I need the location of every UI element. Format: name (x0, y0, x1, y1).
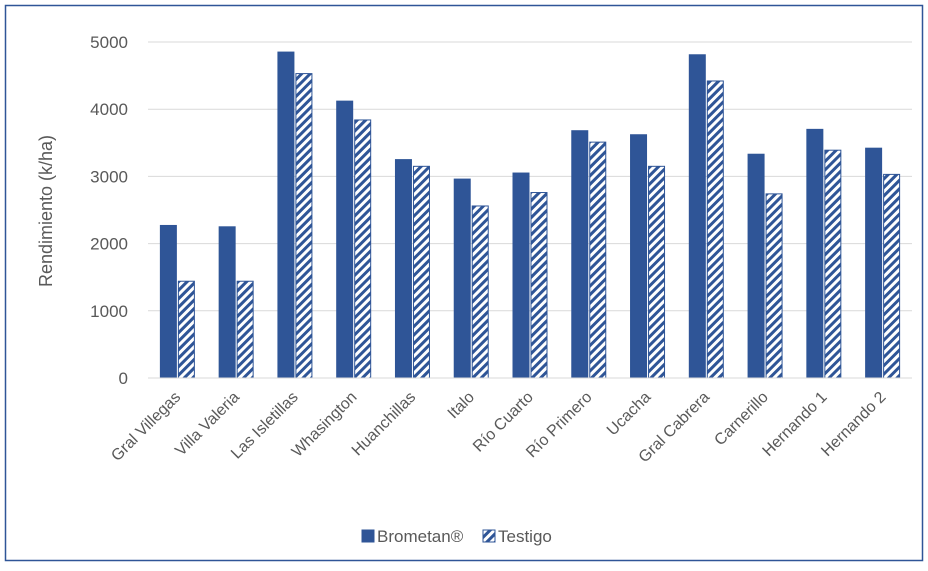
legend-swatch (361, 529, 375, 543)
bar-brometan (218, 226, 236, 379)
bar-brometan (571, 130, 589, 379)
bar-testigo (589, 141, 607, 379)
y-tick-label: 2000 (90, 235, 128, 254)
bar-testigo (883, 173, 901, 379)
y-tick-label: 0 (119, 369, 128, 388)
y-tick-label: 5000 (90, 33, 128, 52)
gridlines (148, 41, 912, 312)
bar-brometan (394, 159, 412, 379)
bar-testigo (354, 119, 372, 379)
bar-testigo (412, 165, 430, 379)
bar-testigo (648, 165, 666, 379)
bar-testigo (706, 80, 724, 379)
y-axis-ticks: 0 1000 2000 3000 4000 5000 (90, 33, 128, 388)
bar-brometan (630, 134, 648, 379)
bar-brometan (747, 153, 765, 379)
bars (159, 51, 901, 379)
y-tick-label: 4000 (90, 100, 128, 119)
legend-label: Testigo (498, 527, 552, 546)
legend: Brometan® Testigo (361, 527, 552, 546)
legend-label: Brometan® (377, 527, 464, 546)
bar-brometan (453, 178, 471, 379)
bar-brometan (159, 224, 177, 379)
bar-brometan (806, 128, 824, 379)
y-axis-label: Rendimiento (k/ha) (36, 135, 56, 287)
y-tick-label: 1000 (90, 302, 128, 321)
y-tick-label: 3000 (90, 167, 128, 186)
bar-brometan (512, 172, 530, 379)
legend-swatch (482, 529, 496, 543)
bar-testigo (471, 205, 489, 379)
bar-testigo (295, 73, 313, 379)
bar-brometan (336, 100, 354, 379)
bar-brometan (277, 51, 295, 379)
bar-brometan (688, 54, 706, 379)
bar-testigo (824, 149, 842, 379)
bar-testigo (765, 193, 783, 379)
bar-testigo (236, 280, 254, 379)
bar-testigo (530, 192, 548, 379)
bar-testigo (177, 280, 195, 379)
bar-brometan (865, 147, 883, 379)
